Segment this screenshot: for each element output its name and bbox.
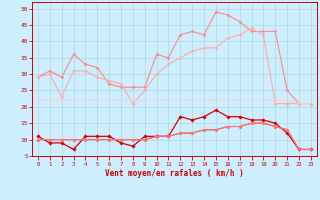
X-axis label: Vent moyen/en rafales ( km/h ): Vent moyen/en rafales ( km/h ) [105,169,244,178]
